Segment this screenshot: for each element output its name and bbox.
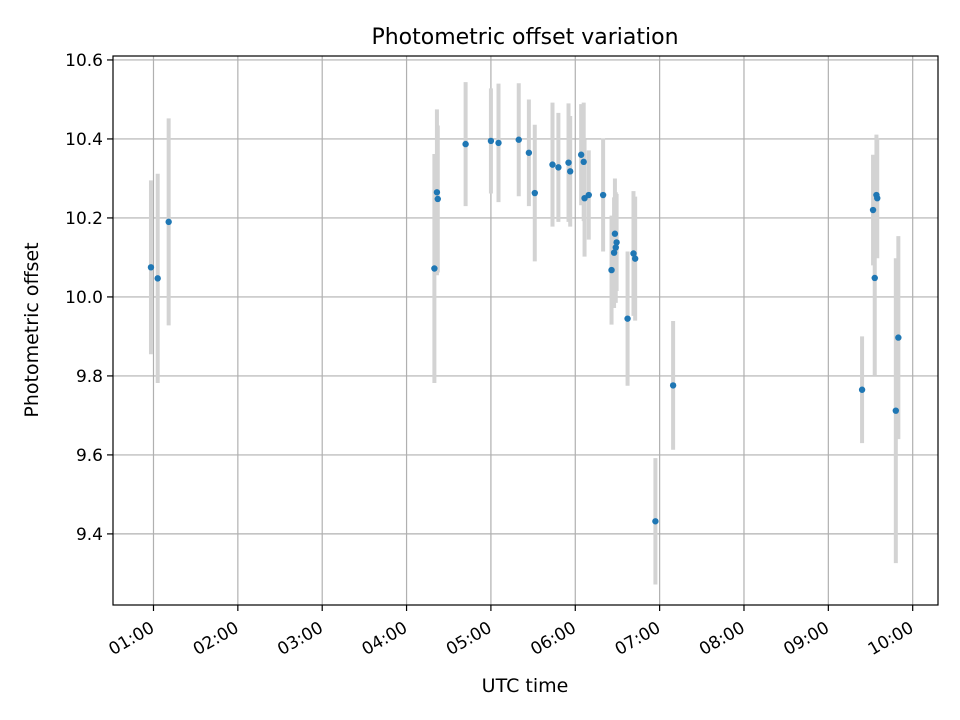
data-point (147, 264, 155, 271)
data-point (599, 191, 607, 199)
data-point (531, 189, 538, 197)
x-axis-label: UTC time (482, 675, 569, 697)
y-axis-ticks: 9.4 9.6 9.8 10.0 10.2 10.4 10.6 (65, 51, 113, 545)
chart-title: Photometric offset variation (371, 25, 678, 50)
data-point (652, 518, 659, 525)
data-point (630, 250, 637, 257)
data-points (147, 136, 902, 525)
grid-lines (113, 56, 938, 605)
data-point (431, 265, 438, 272)
y-tick-label: 10.0 (65, 288, 103, 308)
data-point (624, 315, 631, 322)
data-point (580, 158, 587, 166)
data-point (874, 194, 881, 202)
data-point (165, 218, 172, 226)
data-point (611, 230, 619, 237)
data-point (585, 191, 592, 199)
data-point (895, 334, 902, 341)
data-point (567, 168, 574, 175)
data-point (613, 239, 620, 246)
data-point (555, 164, 562, 171)
plot-frame (112, 55, 939, 606)
data-point (433, 189, 441, 196)
data-point (610, 249, 618, 256)
data-point (608, 266, 615, 274)
data-point (871, 274, 878, 282)
data-point (462, 140, 469, 148)
y-tick-label: 9.8 (76, 367, 103, 387)
data-point (565, 159, 572, 166)
data-point (154, 275, 161, 282)
data-point (577, 151, 585, 158)
data-point (525, 149, 533, 156)
data-point (612, 244, 619, 251)
data-point (669, 382, 677, 389)
data-point (892, 407, 900, 414)
data-point (631, 255, 639, 262)
data-point (495, 139, 502, 147)
y-tick-label: 10.6 (65, 51, 103, 71)
y-axis-label: Photometric offset (21, 242, 43, 417)
y-tick-label: 10.4 (65, 130, 103, 150)
y-tick-label: 9.4 (76, 525, 103, 545)
data-point (869, 206, 877, 214)
y-tick-label: 9.6 (76, 446, 103, 466)
data-point (515, 136, 522, 143)
data-point (549, 161, 556, 168)
data-point (487, 137, 495, 145)
y-tick-label: 10.2 (65, 209, 103, 229)
data-point (434, 195, 441, 203)
data-point (858, 386, 866, 393)
